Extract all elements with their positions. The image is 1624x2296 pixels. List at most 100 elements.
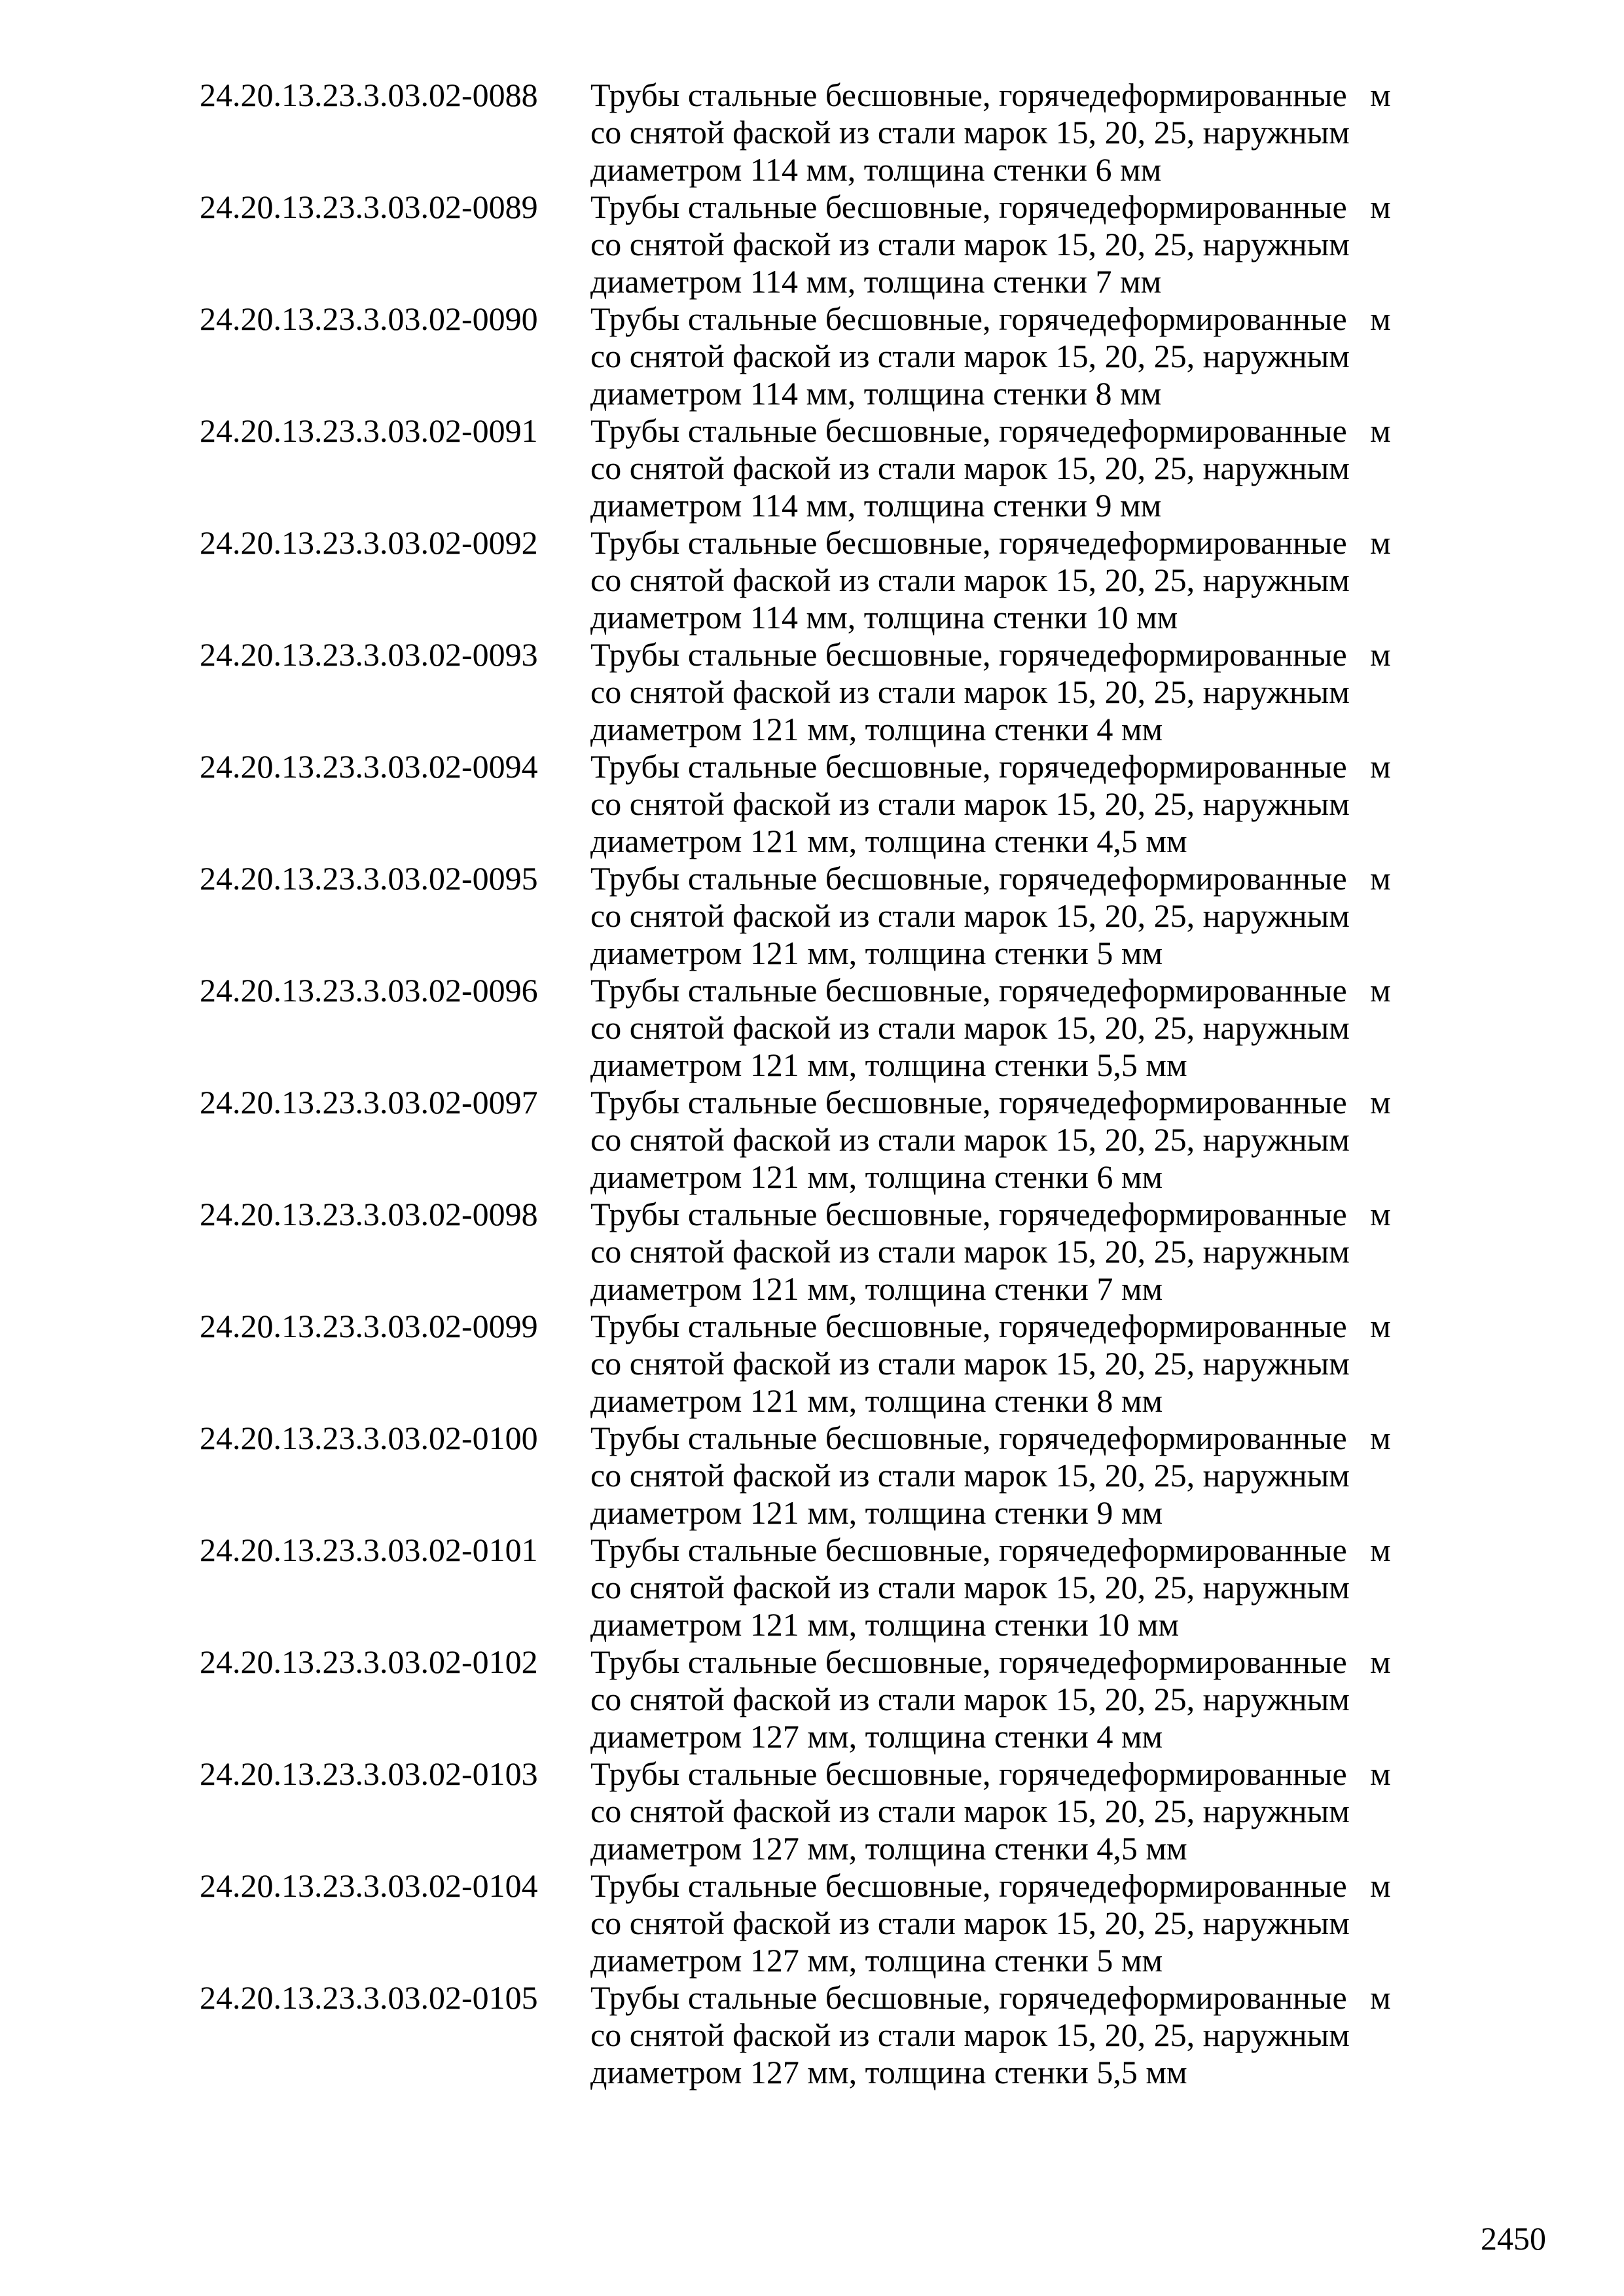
description-line: Трубы стальные бесшовные, горячедеформир… — [590, 1867, 1347, 1904]
description-line: Трубы стальные бесшовные, горячедеформир… — [590, 412, 1347, 449]
list-item: 24.20.13.23.3.03.02-0088 Трубы стальные б… — [0, 77, 1624, 188]
item-unit: м — [1370, 1084, 1391, 1121]
list-item: 24.20.13.23.3.03.02-0093 Трубы стальные б… — [0, 636, 1624, 748]
description-line: со снятой фаской из стали марок 15, 20, … — [590, 673, 1350, 710]
list-item: 24.20.13.23.3.03.02-0090 Трубы стальные б… — [0, 300, 1624, 412]
list-item: 24.20.13.23.3.03.02-0103 Трубы стальные б… — [0, 1755, 1624, 1867]
description-line: диаметром 121 мм, толщина стенки 4 мм — [590, 711, 1163, 747]
list-item: 24.20.13.23.3.03.02-0100 Трубы стальные б… — [0, 1420, 1624, 1532]
item-unit: м — [1370, 1308, 1391, 1344]
item-code: 24.20.13.23.3.03.02-0089 — [200, 188, 538, 225]
list-item: 24.20.13.23.3.03.02-0095 Трубы стальные б… — [0, 860, 1624, 972]
item-description: Трубы стальные бесшовные, горячедеформир… — [590, 1979, 1350, 2091]
item-unit: м — [1370, 1643, 1391, 1680]
item-code: 24.20.13.23.3.03.02-0096 — [200, 972, 538, 1009]
item-unit: м — [1370, 636, 1391, 673]
description-line: со снятой фаской из стали марок 15, 20, … — [590, 897, 1350, 934]
item-code: 24.20.13.23.3.03.02-0099 — [200, 1308, 538, 1344]
description-line: диаметром 114 мм, толщина стенки 6 мм — [590, 151, 1162, 188]
item-description: Трубы стальные бесшовные, горячедеформир… — [590, 1867, 1350, 1979]
description-line: диаметром 114 мм, толщина стенки 7 мм — [590, 263, 1162, 300]
description-line: диаметром 127 мм, толщина стенки 5,5 мм — [590, 2054, 1187, 2090]
description-line: Трубы стальные бесшовные, горячедеформир… — [590, 748, 1347, 785]
list-item: 24.20.13.23.3.03.02-0089 Трубы стальные б… — [0, 188, 1624, 300]
description-line: диаметром 114 мм, толщина стенки 9 мм — [590, 487, 1162, 524]
item-description: Трубы стальные бесшовные, горячедеформир… — [590, 748, 1350, 860]
item-description: Трубы стальные бесшовные, горячедеформир… — [590, 1755, 1350, 1867]
item-unit: м — [1370, 1196, 1391, 1232]
item-description: Трубы стальные бесшовные, горячедеформир… — [590, 188, 1350, 300]
description-line: со снятой фаской из стали марок 15, 20, … — [590, 1345, 1350, 1382]
description-line: Трубы стальные бесшовные, горячедеформир… — [590, 1308, 1347, 1344]
description-line: Трубы стальные бесшовные, горячедеформир… — [590, 77, 1347, 113]
description-line: Трубы стальные бесшовные, горячедеформир… — [590, 1196, 1347, 1232]
item-unit: м — [1370, 860, 1391, 897]
item-description: Трубы стальные бесшовные, горячедеформир… — [590, 1084, 1350, 1196]
description-line: диаметром 121 мм, толщина стенки 7 мм — [590, 1270, 1163, 1307]
list-item: 24.20.13.23.3.03.02-0101 Трубы стальные б… — [0, 1532, 1624, 1643]
item-code: 24.20.13.23.3.03.02-0094 — [200, 748, 538, 785]
item-code: 24.20.13.23.3.03.02-0102 — [200, 1643, 538, 1680]
item-unit: м — [1370, 972, 1391, 1009]
description-line: со снятой фаской из стали марок 15, 20, … — [590, 1457, 1350, 1494]
item-code: 24.20.13.23.3.03.02-0090 — [200, 300, 538, 337]
description-line: диаметром 127 мм, толщина стенки 4,5 мм — [590, 1830, 1187, 1867]
description-line: диаметром 114 мм, толщина стенки 8 мм — [590, 375, 1162, 412]
item-description: Трубы стальные бесшовные, горячедеформир… — [590, 1308, 1350, 1420]
item-code: 24.20.13.23.3.03.02-0097 — [200, 1084, 538, 1121]
list-item: 24.20.13.23.3.03.02-0104 Трубы стальные б… — [0, 1867, 1624, 1979]
description-line: со снятой фаской из стали марок 15, 20, … — [590, 1121, 1350, 1158]
item-unit: м — [1370, 1979, 1391, 2016]
description-line: Трубы стальные бесшовные, горячедеформир… — [590, 524, 1347, 561]
item-code: 24.20.13.23.3.03.02-0105 — [200, 1979, 538, 2016]
item-code: 24.20.13.23.3.03.02-0091 — [200, 412, 538, 449]
item-code: 24.20.13.23.3.03.02-0104 — [200, 1867, 538, 1904]
description-line: Трубы стальные бесшовные, горячедеформир… — [590, 860, 1347, 897]
description-line: диаметром 121 мм, толщина стенки 9 мм — [590, 1494, 1163, 1531]
item-unit: м — [1370, 412, 1391, 449]
page-number: 2450 — [1481, 2220, 1546, 2257]
list-item: 24.20.13.23.3.03.02-0099 Трубы стальные б… — [0, 1308, 1624, 1420]
description-line: диаметром 121 мм, толщина стенки 6 мм — [590, 1158, 1163, 1195]
item-code: 24.20.13.23.3.03.02-0088 — [200, 77, 538, 113]
description-line: диаметром 127 мм, толщина стенки 4 мм — [590, 1718, 1163, 1755]
description-line: диаметром 121 мм, толщина стенки 10 мм — [590, 1606, 1180, 1643]
list-item: 24.20.13.23.3.03.02-0094 Трубы стальные б… — [0, 748, 1624, 860]
item-unit: м — [1370, 77, 1391, 113]
description-line: диаметром 127 мм, толщина стенки 5 мм — [590, 1942, 1163, 1979]
description-line: Трубы стальные бесшовные, горячедеформир… — [590, 972, 1347, 1009]
item-description: Трубы стальные бесшовные, горячедеформир… — [590, 300, 1350, 412]
item-unit: м — [1370, 748, 1391, 785]
description-line: со снятой фаской из стали марок 15, 20, … — [590, 562, 1350, 598]
item-description: Трубы стальные бесшовные, горячедеформир… — [590, 972, 1350, 1084]
description-line: со снятой фаской из стали марок 15, 20, … — [590, 114, 1350, 151]
item-description: Трубы стальные бесшовные, горячедеформир… — [590, 1643, 1350, 1755]
item-description: Трубы стальные бесшовные, горячедеформир… — [590, 1532, 1350, 1643]
description-line: Трубы стальные бесшовные, горячедеформир… — [590, 1532, 1347, 1568]
item-code: 24.20.13.23.3.03.02-0098 — [200, 1196, 538, 1232]
description-line: диаметром 121 мм, толщина стенки 4,5 мм — [590, 823, 1187, 859]
item-code: 24.20.13.23.3.03.02-0093 — [200, 636, 538, 673]
item-code: 24.20.13.23.3.03.02-0095 — [200, 860, 538, 897]
price-list: 24.20.13.23.3.03.02-0088 Трубы стальные б… — [0, 77, 1624, 2091]
description-line: со снятой фаской из стали марок 15, 20, … — [590, 1793, 1350, 1829]
list-item: 24.20.13.23.3.03.02-0102 Трубы стальные б… — [0, 1643, 1624, 1755]
description-line: Трубы стальные бесшовные, горячедеформир… — [590, 300, 1347, 337]
item-code: 24.20.13.23.3.03.02-0103 — [200, 1755, 538, 1792]
description-line: со снятой фаской из стали марок 15, 20, … — [590, 1233, 1350, 1270]
item-description: Трубы стальные бесшовные, горячедеформир… — [590, 412, 1350, 524]
description-line: со снятой фаской из стали марок 15, 20, … — [590, 785, 1350, 822]
item-unit: м — [1370, 300, 1391, 337]
description-line: Трубы стальные бесшовные, горячедеформир… — [590, 1643, 1347, 1680]
list-item: 24.20.13.23.3.03.02-0105 Трубы стальные б… — [0, 1979, 1624, 2091]
description-line: со снятой фаской из стали марок 15, 20, … — [590, 1681, 1350, 1717]
item-unit: м — [1370, 1867, 1391, 1904]
item-description: Трубы стальные бесшовные, горячедеформир… — [590, 1420, 1350, 1532]
item-unit: м — [1370, 1420, 1391, 1456]
item-unit: м — [1370, 1532, 1391, 1568]
description-line: со снятой фаской из стали марок 15, 20, … — [590, 338, 1350, 374]
item-unit: м — [1370, 1755, 1391, 1792]
description-line: Трубы стальные бесшовные, горячедеформир… — [590, 1084, 1347, 1121]
description-line: диаметром 114 мм, толщина стенки 10 мм — [590, 599, 1178, 636]
item-unit: м — [1370, 524, 1391, 561]
